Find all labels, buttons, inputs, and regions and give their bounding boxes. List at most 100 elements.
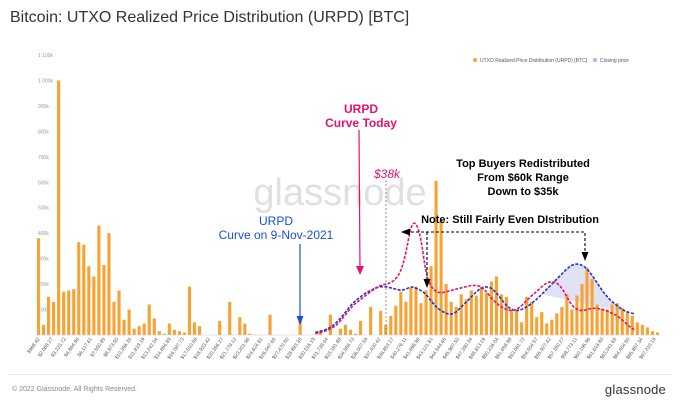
- arrowhead: [356, 266, 364, 275]
- y-tick-label: 200k: [38, 282, 49, 288]
- bar: [187, 286, 192, 335]
- y-tick-label: 1 000k: [38, 78, 54, 84]
- today-curve: [315, 222, 636, 335]
- bar: [610, 304, 614, 335]
- bar: [132, 328, 136, 335]
- y-axis: 100k 200k 300k 400k 500k 600k 700k 800k 900k 1 00…: [38, 53, 54, 314]
- legend-label-closing: Closing price: [600, 58, 629, 64]
- bar: [97, 225, 101, 335]
- bar: [192, 322, 197, 335]
- bar: [600, 308, 604, 335]
- bar: [499, 294, 504, 335]
- arrowhead: [296, 316, 304, 325]
- arrowhead: [401, 228, 410, 236]
- annotation-urpd-today-line2: Curve Today: [325, 116, 397, 130]
- annotation-top-buyers-line2: From $60k Range: [477, 172, 569, 184]
- bar: [479, 286, 483, 335]
- bar: [218, 321, 222, 335]
- bar: [605, 309, 609, 335]
- bar: [444, 284, 448, 335]
- bar: [560, 307, 564, 335]
- bar: [343, 324, 348, 335]
- x-axis: $968.42$2,069.27$3,233.72$4,864.96$6,117…: [26, 334, 660, 361]
- watermark-text: glassnode: [253, 172, 426, 214]
- bar: [439, 220, 443, 335]
- bar: [590, 279, 594, 335]
- bar: [92, 276, 96, 335]
- y-tick-label: 700k: [38, 155, 49, 161]
- bar: [630, 315, 634, 335]
- bar: [449, 301, 453, 335]
- bar: [328, 314, 332, 335]
- bar: [525, 296, 529, 335]
- footer-divider: [8, 374, 672, 375]
- bar: [122, 319, 126, 335]
- y-tick-label: 800k: [38, 129, 49, 135]
- bar: [162, 333, 166, 335]
- bar: [635, 322, 639, 335]
- bar: [409, 287, 413, 335]
- page-title: Bitcoin: UTXO Realized Price Distributio…: [10, 9, 410, 26]
- bar: [585, 267, 589, 335]
- annotation-nov-line1: URPD: [259, 214, 293, 228]
- bar: [530, 301, 534, 335]
- bar: [565, 294, 569, 335]
- annotation-bracket: [406, 231, 586, 258]
- bar: [489, 281, 493, 335]
- bar: [419, 303, 423, 335]
- bar: [298, 321, 302, 335]
- annotation-note: Note: Still Fairly Even DIstribution: [421, 214, 599, 226]
- bar: [625, 312, 629, 335]
- bar: [152, 318, 156, 335]
- y-tick-label: 500k: [38, 206, 49, 212]
- bar: [394, 305, 398, 335]
- fill-region: [541, 263, 638, 315]
- bar: [87, 266, 91, 335]
- bar: [62, 291, 66, 335]
- bar: [243, 323, 247, 335]
- bar: [575, 295, 579, 335]
- bar: [369, 307, 373, 335]
- nov-2021-curve: [315, 263, 635, 334]
- annotation-nov-line2: Curve on 9-Nov-2021: [219, 228, 334, 242]
- bar: [399, 291, 403, 335]
- bar: [72, 289, 76, 335]
- arrowhead: [581, 252, 589, 261]
- bar: [82, 244, 86, 335]
- y-tick-label: 600k: [38, 180, 49, 186]
- bar: [359, 321, 363, 335]
- curves: [315, 222, 636, 335]
- bar: [615, 303, 619, 335]
- bar: [655, 332, 660, 335]
- bar: [484, 293, 488, 335]
- bar: [197, 326, 202, 335]
- bar: [172, 329, 176, 335]
- annotation-38k: $38k: [373, 167, 401, 181]
- fill-between-curves: [541, 263, 638, 315]
- bar: [555, 313, 559, 335]
- legend-label-urpd: UTXO Realized Price Distribution (URPD) …: [480, 58, 588, 64]
- bar: [424, 290, 428, 335]
- bar: [52, 301, 56, 335]
- bar: [464, 299, 468, 335]
- bar: [36, 238, 41, 335]
- bar: [509, 309, 514, 335]
- bar: [459, 294, 463, 335]
- annotation-top-buyers-line3: Down to $35k: [488, 186, 560, 198]
- bar: [520, 322, 524, 335]
- bar: [102, 265, 106, 335]
- bar: [67, 290, 71, 335]
- bar: [348, 329, 353, 335]
- y-tick-label: 300k: [38, 257, 49, 263]
- bar: [177, 331, 181, 335]
- bar: [645, 327, 649, 335]
- legend: UTXO Realized Price Distribution (URPD) …: [473, 57, 629, 64]
- y-tick-label: 400k: [38, 231, 49, 237]
- bar: [182, 332, 187, 335]
- legend-swatch-closing: [592, 57, 598, 63]
- bar: [147, 304, 151, 335]
- bars: [36, 80, 660, 335]
- bar: [157, 331, 161, 335]
